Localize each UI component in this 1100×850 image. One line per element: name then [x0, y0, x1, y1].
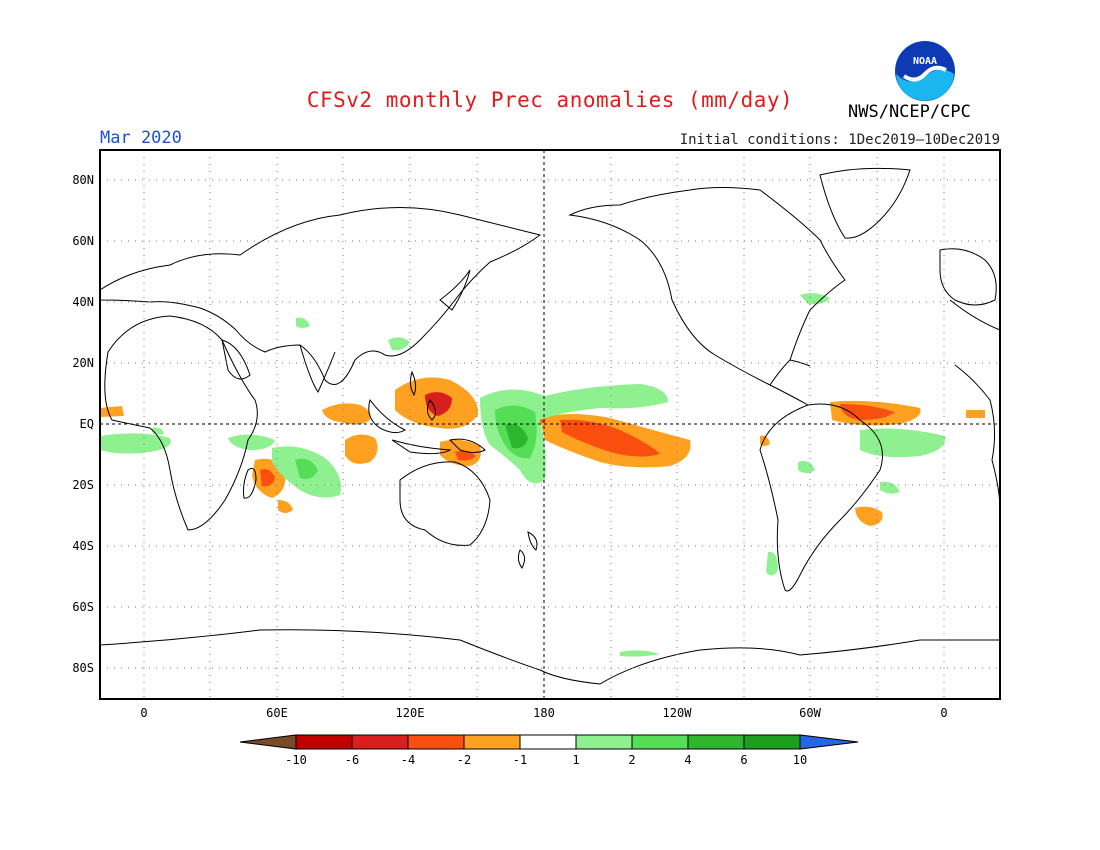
color-bar	[239, 734, 859, 750]
lat-label: 40S	[72, 539, 94, 553]
lat-label: 40N	[72, 295, 94, 309]
lat-label: 80S	[72, 661, 94, 675]
colorbar-high-arrow	[799, 734, 859, 750]
colorbar-label: 2	[628, 753, 635, 767]
map-title: CFSv2 monthly Prec anomalies (mm/day)	[306, 88, 794, 112]
lon-label: 180	[533, 706, 555, 720]
lat-label: 80N	[72, 173, 94, 187]
colorbar-label: -4	[401, 753, 415, 767]
colorbar-swatch	[351, 734, 409, 750]
lon-label: 0	[140, 706, 147, 720]
colorbar-label: -1	[513, 753, 527, 767]
colorbar-low-arrow	[239, 734, 297, 750]
lon-label: 60W	[799, 706, 821, 720]
graticule	[100, 150, 1000, 699]
colorbar-labels: -10 -6 -4 -2 -1 1 2 4 6 10	[285, 753, 807, 767]
colorbar-swatch	[687, 734, 745, 750]
map-frame	[99, 149, 1001, 700]
colorbar-label: -6	[345, 753, 359, 767]
colorbar-swatch	[519, 734, 577, 750]
colorbar-label: 4	[684, 753, 691, 767]
lat-label: EQ	[80, 417, 94, 431]
logo-text: NOAA	[913, 56, 937, 67]
initial-conditions: Initial conditions: 1Dec2019—10Dec2019	[679, 132, 1000, 148]
colorbar-label: 1	[572, 753, 579, 767]
lon-labels: 0 60E 120E 180 120W 60W 0	[140, 706, 947, 720]
lat-label: 60N	[72, 234, 94, 248]
agency-label: NWS/NCEP/CPC	[848, 102, 971, 122]
colorbar-swatch	[575, 734, 633, 750]
lon-label: 0	[940, 706, 947, 720]
lat-label: 20S	[72, 478, 94, 492]
colorbar-swatch	[463, 734, 521, 750]
colorbar-label: 6	[740, 753, 747, 767]
colorbar-swatch	[631, 734, 689, 750]
lat-labels: 80N 60N 40N 20N EQ 20S 40S 60S 80S	[72, 173, 94, 675]
colorbar-swatch	[743, 734, 801, 750]
forecast-month: Mar 2020	[100, 128, 182, 148]
lon-label: 60E	[266, 706, 288, 720]
lon-label: 120W	[663, 706, 693, 720]
colorbar-swatch	[295, 734, 353, 750]
colorbar-swatch	[407, 734, 465, 750]
lat-label: 60S	[72, 600, 94, 614]
lat-label: 20N	[72, 356, 94, 370]
colorbar-label: -10	[285, 753, 307, 767]
noaa-logo: NOAA	[894, 40, 956, 102]
colorbar-label: -2	[457, 753, 471, 767]
lon-label: 120E	[396, 706, 425, 720]
anomaly-fields	[100, 293, 985, 657]
colorbar-label: 10	[793, 753, 807, 767]
